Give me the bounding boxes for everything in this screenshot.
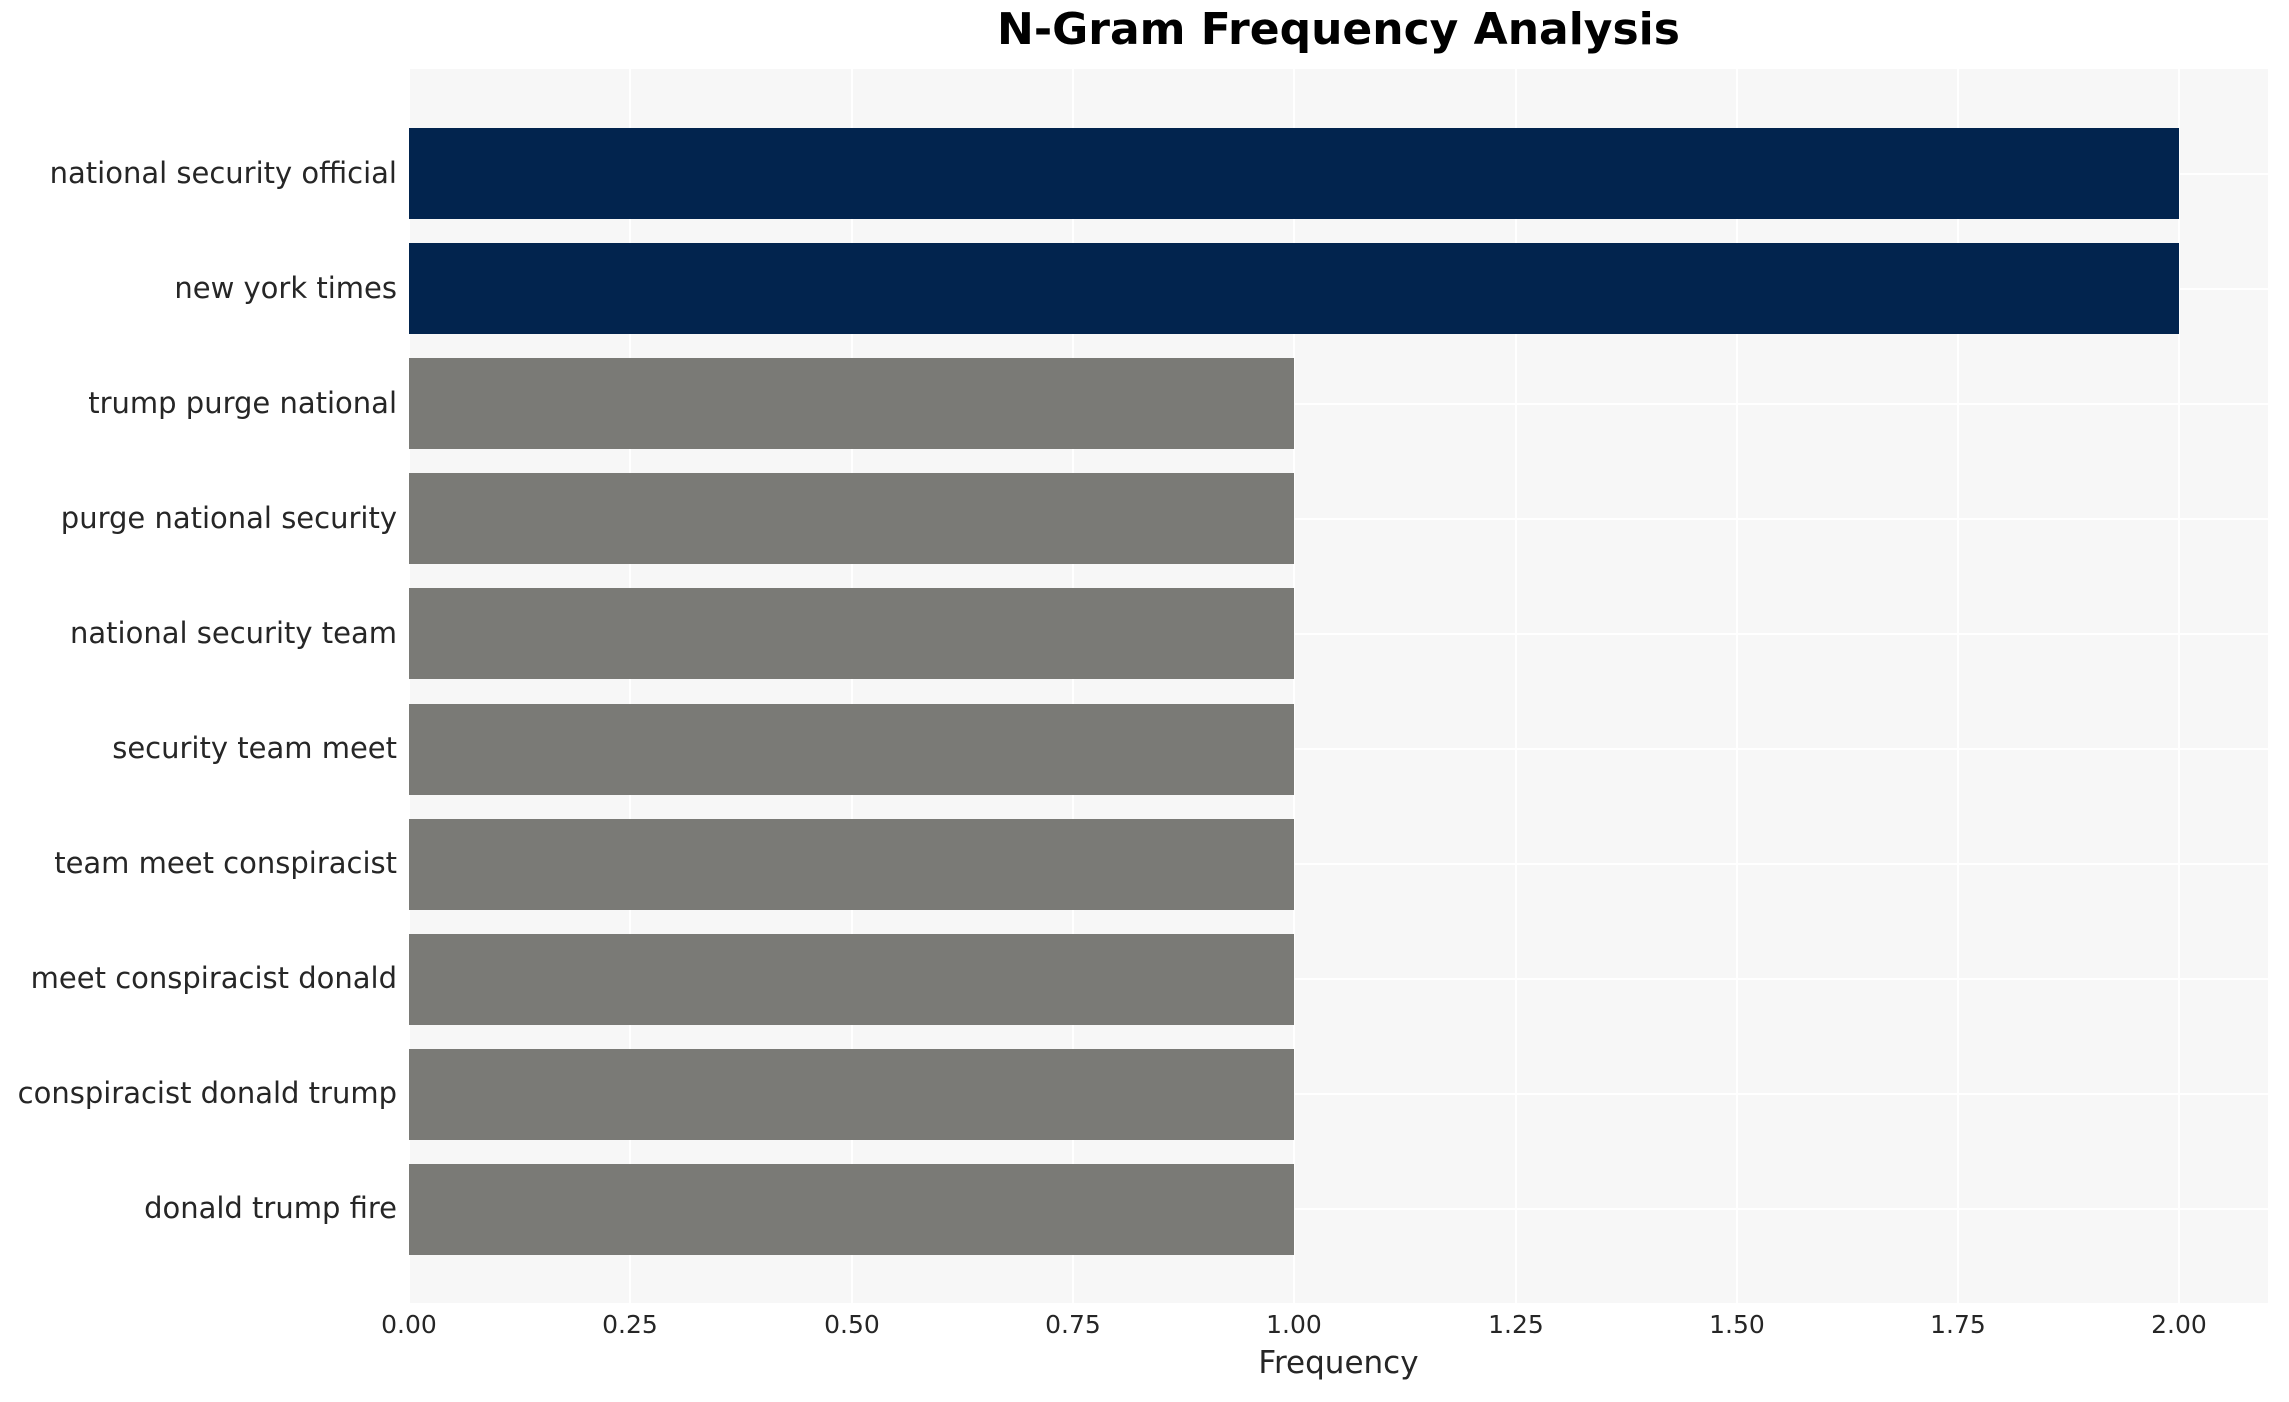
category-label: national security official [49, 156, 397, 190]
v-gridline [2178, 69, 2180, 1303]
v-gridline [1957, 69, 1959, 1303]
plot-area [408, 69, 2268, 1303]
h-gridline [409, 633, 2268, 635]
category-label: meet conspiracist donald [30, 961, 397, 995]
category-label: conspiracist donald trump [17, 1076, 397, 1110]
category-label: new york times [174, 271, 397, 305]
h-gridline [409, 1208, 2268, 1210]
v-gridline [629, 69, 631, 1303]
v-gridline [408, 69, 410, 1303]
bar [409, 128, 2179, 219]
bar [409, 588, 1294, 679]
category-label: trump purge national [88, 386, 397, 420]
bar [409, 1049, 1294, 1140]
x-tick-label: 0.00 [381, 1310, 437, 1339]
x-tick-label: 2.00 [2151, 1310, 2207, 1339]
x-tick-label: 1.75 [1930, 1310, 1986, 1339]
bar [409, 243, 2179, 334]
v-gridline [1515, 69, 1517, 1303]
h-gridline [409, 978, 2268, 980]
h-gridline [409, 863, 2268, 865]
category-label: security team meet [112, 731, 397, 765]
category-label: purge national security [60, 501, 397, 535]
bar [409, 473, 1294, 564]
v-gridline [851, 69, 853, 1303]
h-gridline [409, 403, 2268, 405]
bar [409, 934, 1294, 1025]
v-gridline [1072, 69, 1074, 1303]
x-tick-label: 1.50 [1709, 1310, 1765, 1339]
h-gridline [409, 1093, 2268, 1095]
category-label: team meet conspiracist [54, 846, 397, 880]
v-gridline [1736, 69, 1738, 1303]
v-gridline [1293, 69, 1295, 1303]
x-tick-label: 1.25 [1488, 1310, 1544, 1339]
x-tick-label: 0.75 [1045, 1310, 1101, 1339]
x-tick-label: 0.50 [824, 1310, 880, 1339]
bar [409, 819, 1294, 910]
category-label: donald trump fire [144, 1191, 397, 1225]
bar [409, 358, 1294, 449]
category-label: national security team [70, 616, 397, 650]
h-gridline [409, 518, 2268, 520]
bar [409, 1164, 1294, 1255]
chart-title: N-Gram Frequency Analysis [997, 4, 1680, 55]
h-gridline [409, 748, 2268, 750]
x-axis-label: Frequency [1258, 1345, 1419, 1381]
bar [409, 704, 1294, 795]
x-tick-label: 1.00 [1266, 1310, 1322, 1339]
x-tick-label: 0.25 [602, 1310, 658, 1339]
